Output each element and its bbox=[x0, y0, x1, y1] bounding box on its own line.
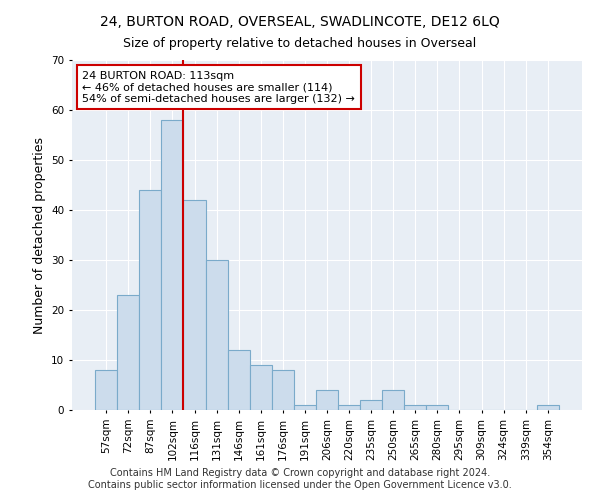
Bar bbox=[338, 405, 360, 410]
Bar bbox=[184, 200, 206, 410]
Bar bbox=[427, 405, 448, 410]
Bar bbox=[404, 405, 427, 410]
Bar bbox=[382, 390, 404, 410]
Bar bbox=[117, 295, 139, 410]
Bar bbox=[206, 260, 227, 410]
Bar bbox=[227, 350, 250, 410]
Bar bbox=[139, 190, 161, 410]
Text: 24 BURTON ROAD: 113sqm
← 46% of detached houses are smaller (114)
54% of semi-de: 24 BURTON ROAD: 113sqm ← 46% of detached… bbox=[82, 70, 355, 104]
Bar bbox=[294, 405, 316, 410]
Bar bbox=[161, 120, 184, 410]
Y-axis label: Number of detached properties: Number of detached properties bbox=[32, 136, 46, 334]
Bar bbox=[272, 370, 294, 410]
Bar bbox=[360, 400, 382, 410]
Bar bbox=[95, 370, 117, 410]
Text: Size of property relative to detached houses in Overseal: Size of property relative to detached ho… bbox=[124, 38, 476, 51]
Bar bbox=[316, 390, 338, 410]
Bar bbox=[250, 365, 272, 410]
Text: Contains HM Land Registry data © Crown copyright and database right 2024.
Contai: Contains HM Land Registry data © Crown c… bbox=[88, 468, 512, 490]
Bar bbox=[537, 405, 559, 410]
Text: 24, BURTON ROAD, OVERSEAL, SWADLINCOTE, DE12 6LQ: 24, BURTON ROAD, OVERSEAL, SWADLINCOTE, … bbox=[100, 15, 500, 29]
